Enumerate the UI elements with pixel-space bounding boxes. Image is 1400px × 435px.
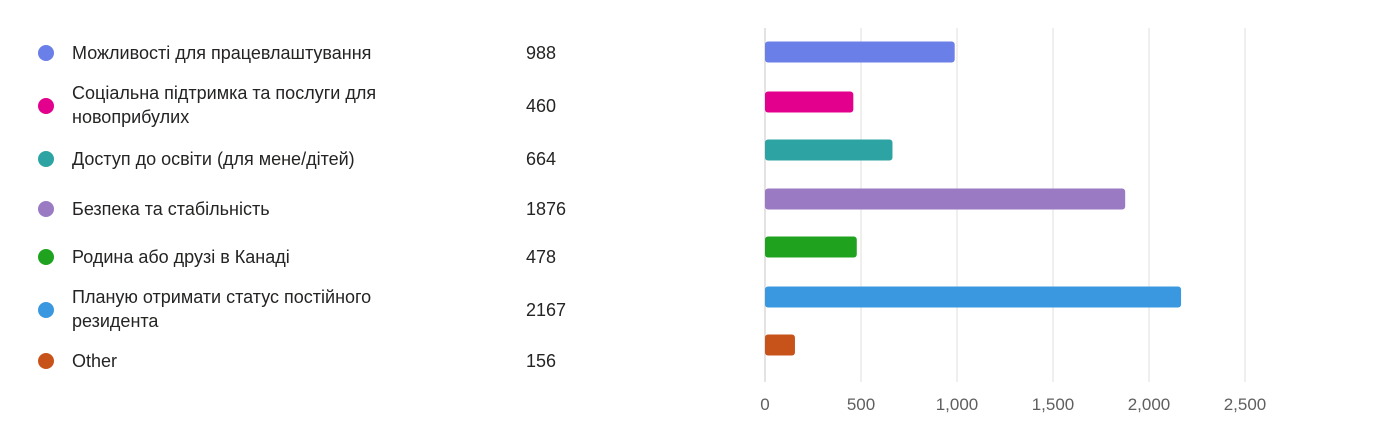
legend-swatch bbox=[38, 302, 54, 318]
legend-swatch bbox=[38, 249, 54, 265]
legend-count: 664 bbox=[526, 149, 557, 169]
legend-swatch bbox=[38, 151, 54, 167]
legend-swatch bbox=[38, 45, 54, 61]
legend-item: Безпека та стабільність 1876 bbox=[0, 196, 720, 222]
legend-label: Планую отримати статус постійного резиде… bbox=[72, 287, 372, 331]
legend-item: Соціальна підтримка та послуги для новоп… bbox=[0, 80, 720, 132]
x-tick-label: 2,500 bbox=[1224, 395, 1267, 414]
bar[interactable] bbox=[765, 41, 955, 63]
legend-count: 460 bbox=[526, 96, 557, 116]
legend-item: Other 156 bbox=[0, 348, 720, 374]
x-tick-label: 0 bbox=[760, 395, 769, 414]
legend-count: 988 bbox=[526, 43, 557, 63]
chart-legend: Можливості для працевлаштування 988 Соці… bbox=[0, 40, 720, 374]
legend-count: 478 bbox=[526, 247, 557, 267]
legend-label: Other bbox=[72, 351, 118, 371]
legend-label: Безпека та стабільність bbox=[72, 199, 270, 219]
legend-label: Родина або друзі в Канаді bbox=[72, 247, 290, 267]
legend-count: 1876 bbox=[526, 199, 567, 219]
legend-label: Доступ до освіти (для мене/дітей) bbox=[72, 149, 355, 169]
x-tick-label: 1,500 bbox=[1032, 395, 1075, 414]
legend-swatch bbox=[38, 201, 54, 217]
legend-swatch bbox=[38, 353, 54, 369]
x-tick-label: 1,000 bbox=[936, 395, 979, 414]
legend-count: 2167 bbox=[526, 300, 567, 320]
legend-item: Можливості для працевлаштування 988 bbox=[0, 40, 720, 66]
bar[interactable] bbox=[765, 91, 854, 113]
bar[interactable] bbox=[765, 188, 1126, 210]
legend-label: Можливості для працевлаштування bbox=[72, 43, 372, 63]
bar[interactable] bbox=[765, 334, 795, 356]
legend-count: 156 bbox=[526, 351, 557, 371]
legend-swatch bbox=[38, 98, 54, 114]
legend-item: Доступ до освіти (для мене/дітей) 664 bbox=[0, 146, 720, 172]
x-tick-label: 2,000 bbox=[1128, 395, 1171, 414]
bar[interactable] bbox=[765, 139, 893, 161]
legend-label: Соціальна підтримка та послуги для новоп… bbox=[72, 83, 377, 127]
bar[interactable] bbox=[765, 286, 1182, 308]
legend-item: Родина або друзі в Канаді 478 bbox=[0, 244, 720, 270]
legend-item: Планую отримати статус постійного резиде… bbox=[0, 284, 720, 336]
bar[interactable] bbox=[765, 236, 857, 258]
x-tick-label: 500 bbox=[847, 395, 875, 414]
